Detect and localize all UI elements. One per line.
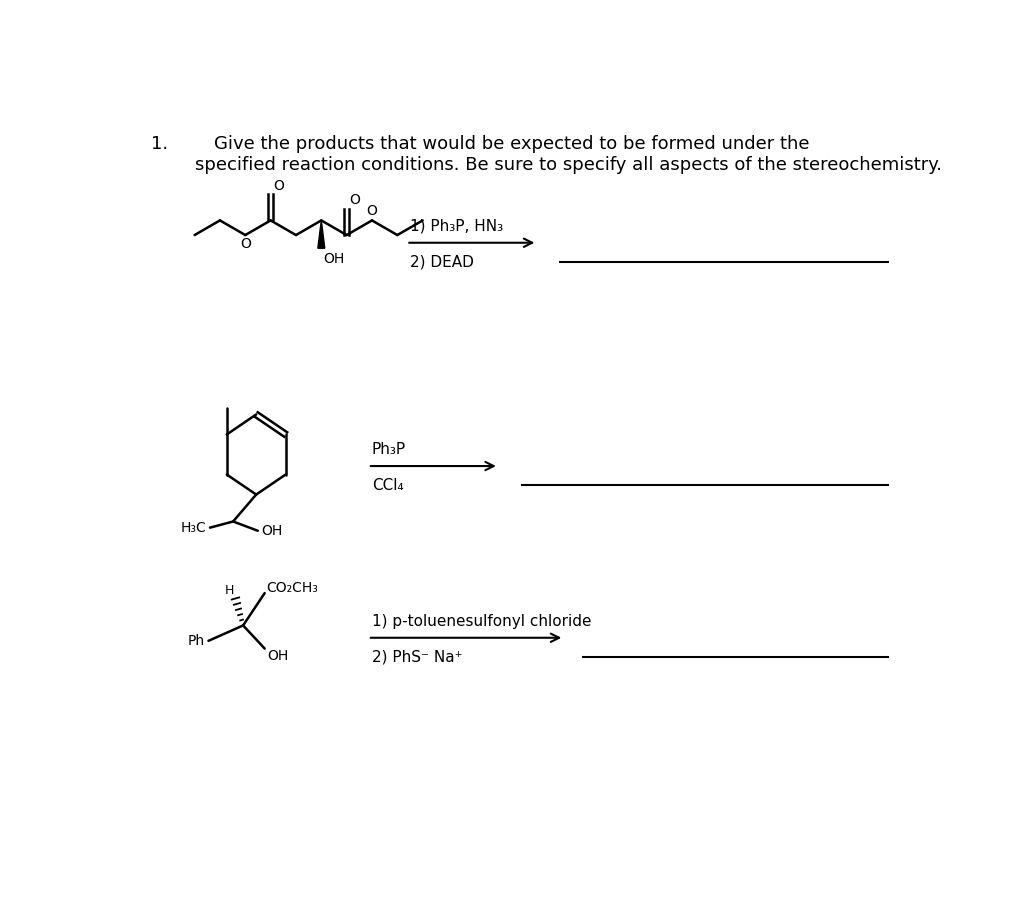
Text: 2) PhS⁻ Na⁺: 2) PhS⁻ Na⁺ [372,649,462,664]
Text: 2) DEAD: 2) DEAD [410,255,474,269]
Text: O: O [272,178,284,193]
Text: O: O [367,204,378,218]
Text: Ph₃P: Ph₃P [372,442,406,457]
Text: Ph: Ph [187,634,205,648]
Text: CCl₄: CCl₄ [372,478,403,492]
Text: OH: OH [323,252,344,266]
Text: H₃C: H₃C [180,520,207,535]
Text: 1.: 1. [151,135,168,153]
Text: 1) p-toluenesulfonyl chloride: 1) p-toluenesulfonyl chloride [372,614,592,628]
Text: OH: OH [267,649,289,662]
Text: OH: OH [260,524,282,537]
Text: specified reaction conditions. Be sure to specify all aspects of the stereochemi: specified reaction conditions. Be sure t… [194,156,942,174]
Text: 1) Ph₃P, HN₃: 1) Ph₃P, HN₃ [410,219,503,233]
Text: H: H [225,584,234,597]
Polygon shape [318,220,325,248]
Text: O: O [240,237,251,250]
Text: O: O [348,194,360,207]
Text: CO₂CH₃: CO₂CH₃ [266,581,318,596]
Text: Give the products that would be expected to be formed under the: Give the products that would be expected… [214,135,809,153]
